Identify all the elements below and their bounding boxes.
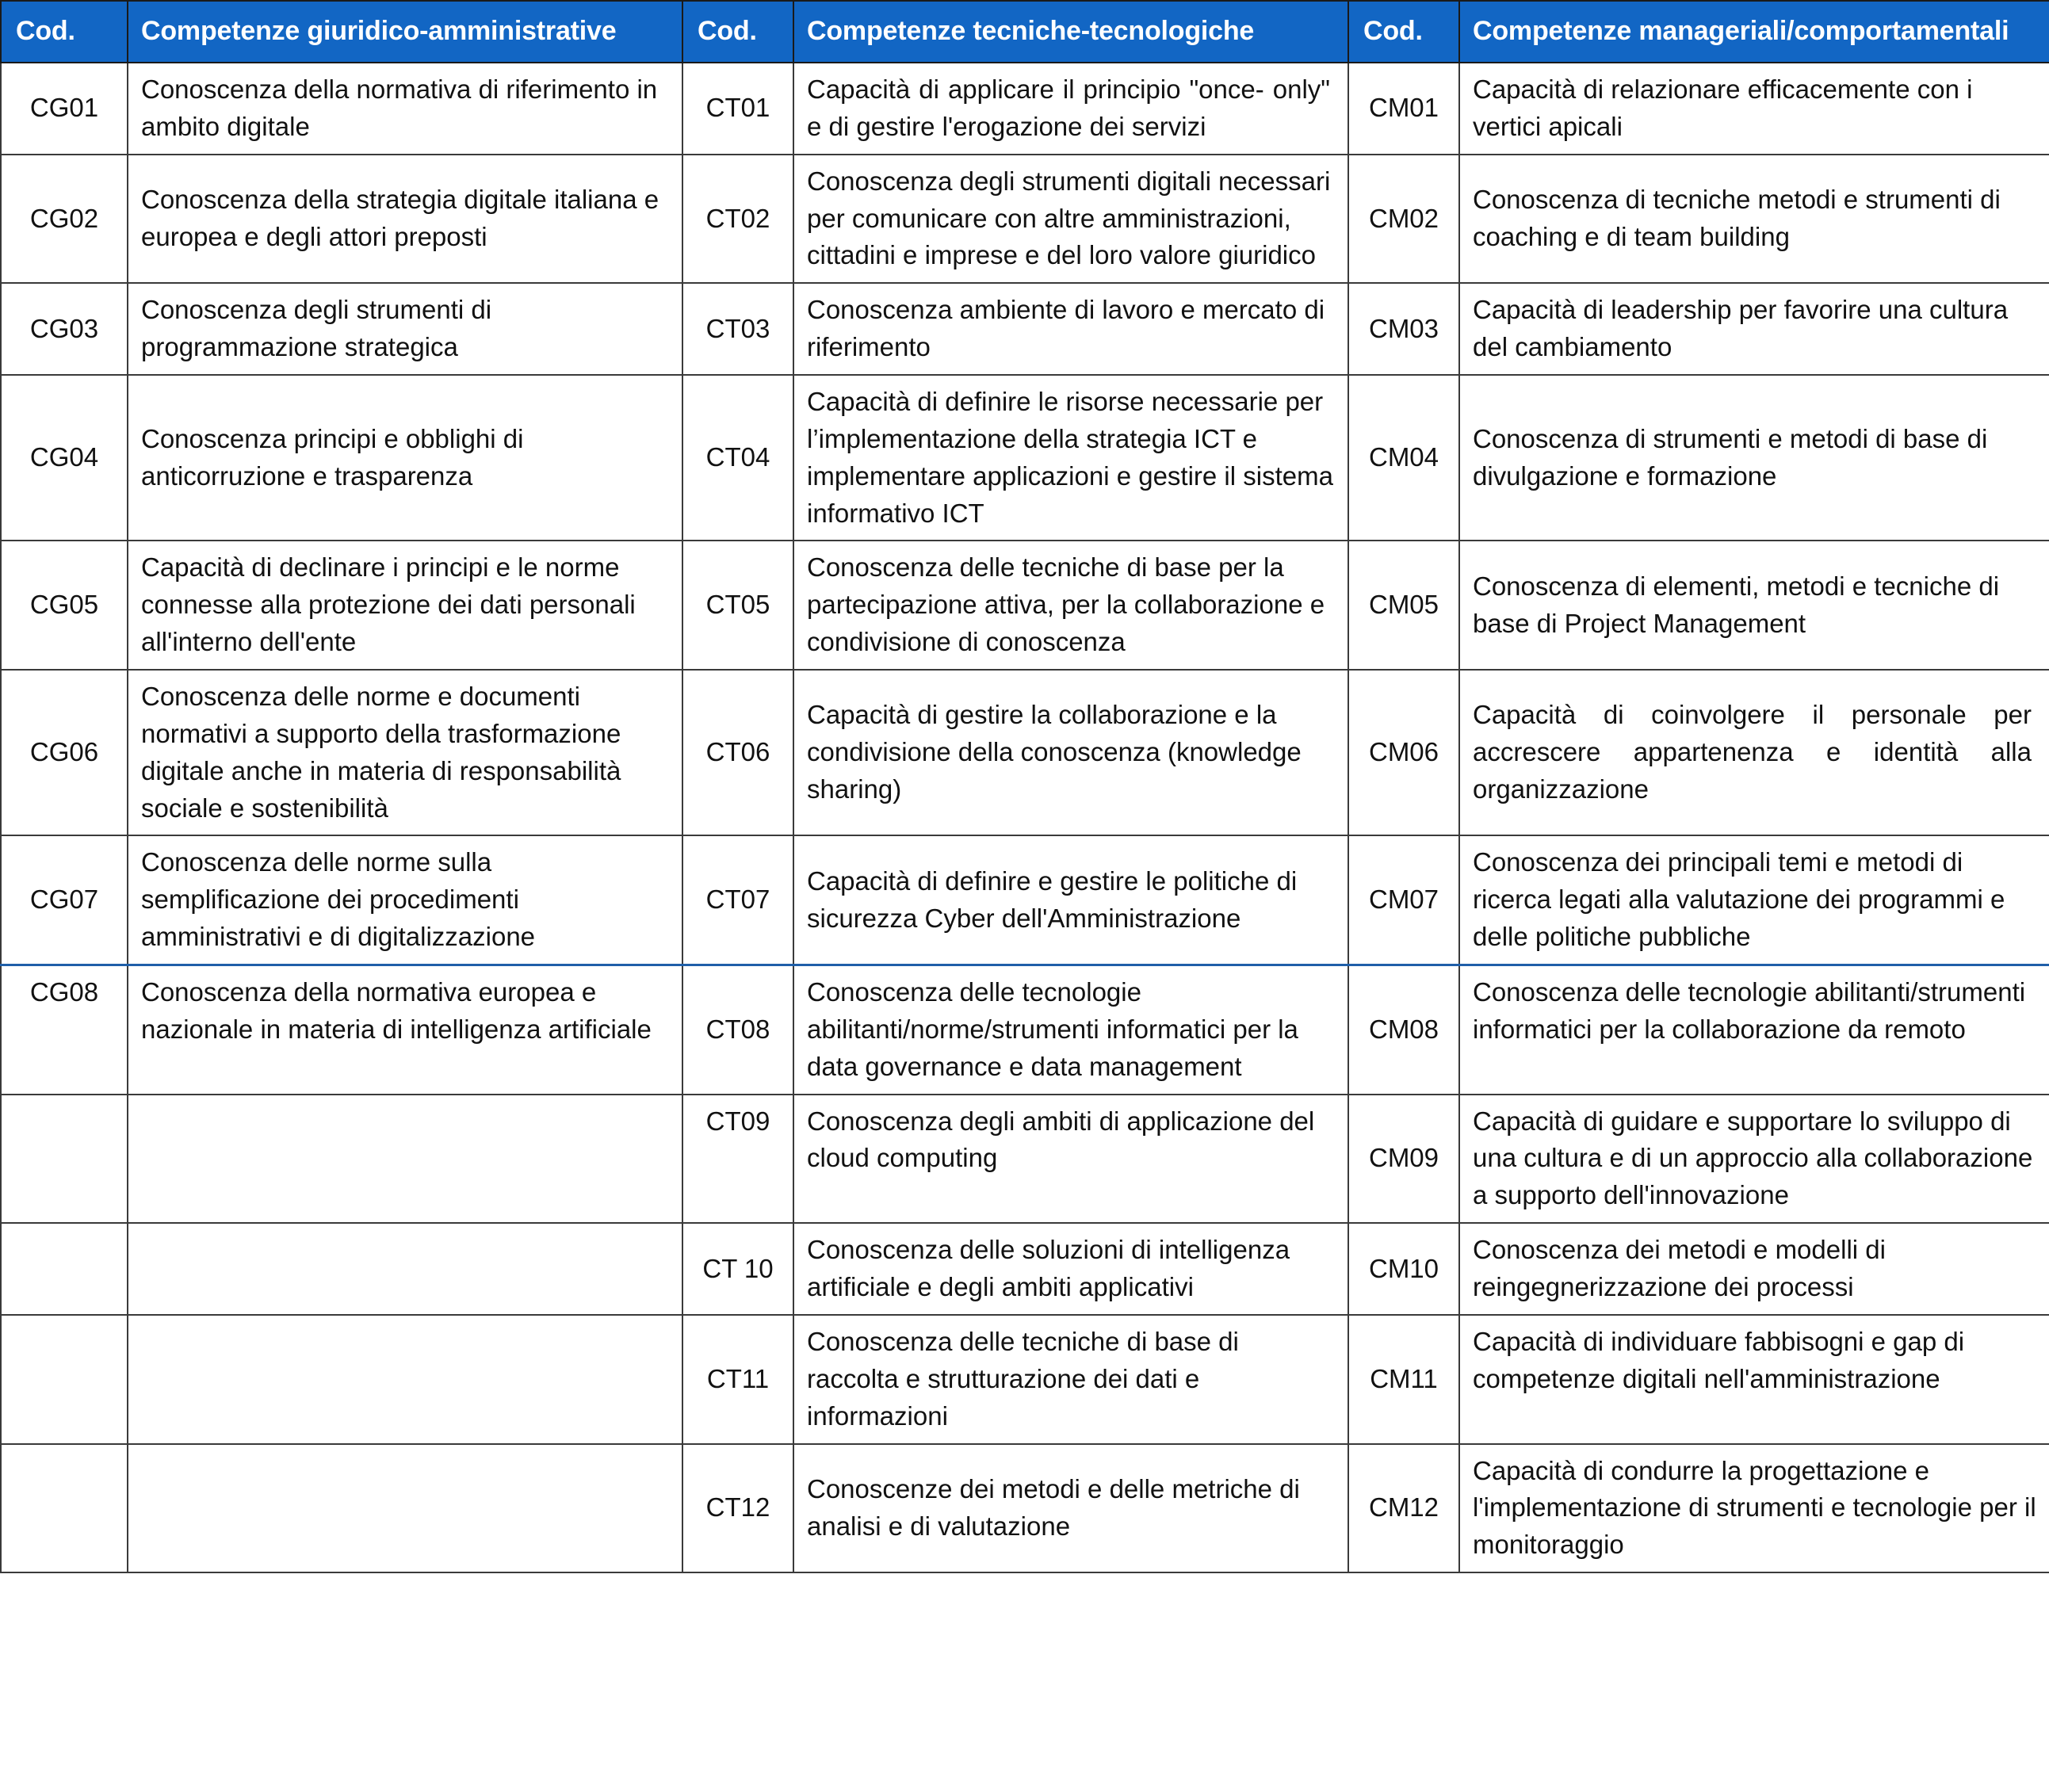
cell-code-cg bbox=[0, 1222, 128, 1316]
table-row: CG08 Conoscenza della normativa europea … bbox=[0, 964, 2049, 1095]
table-row: CG06 Conoscenza delle norme e documenti … bbox=[0, 669, 2049, 837]
cell-code-cm: CM07 bbox=[1348, 835, 1460, 966]
table-row: CG02 Conoscenza della strategia digitale… bbox=[0, 153, 2049, 285]
cell-desc-tecnico: Conoscenza delle soluzioni di intelligen… bbox=[793, 1222, 1349, 1316]
cell-desc-tecnico: Conoscenza delle tecniche di base di rac… bbox=[793, 1313, 1349, 1445]
cell-desc-giuridico bbox=[127, 1313, 683, 1445]
header-competenze-manageriali-comportamentali: Competenze manageriali/comportamentali bbox=[1458, 0, 2049, 63]
header-cod-manageriali: Cod. bbox=[1348, 0, 1460, 63]
cell-desc-giuridico: Conoscenza della normativa europea e naz… bbox=[127, 964, 683, 1095]
cell-desc-giuridico: Conoscenza principi e obblighi di antico… bbox=[127, 374, 683, 542]
cell-code-ct: CT06 bbox=[682, 669, 794, 837]
table-row: CG01 Conoscenza della normativa di rifer… bbox=[0, 62, 2049, 155]
cell-code-cg bbox=[0, 1442, 128, 1574]
cell-code-cm: CM02 bbox=[1348, 153, 1460, 285]
header-competenze-giuridico-amministrative: Competenze giuridico-amministrative bbox=[127, 0, 683, 63]
cell-code-ct: CT05 bbox=[682, 540, 794, 671]
cell-code-cg: CG05 bbox=[0, 540, 128, 671]
cell-desc-tecnico: Capacità di applicare il principio "once… bbox=[793, 62, 1349, 155]
cell-desc-tecnico: Capacità di gestire la collaborazione e … bbox=[793, 669, 1349, 837]
cell-desc-manageriale: Conoscenza di tecniche metodi e strument… bbox=[1458, 153, 2049, 285]
cell-code-cg bbox=[0, 1313, 128, 1445]
cell-code-cg: CG07 bbox=[0, 835, 128, 966]
cell-code-cm: CM08 bbox=[1348, 964, 1460, 1095]
cell-desc-tecnico: Conoscenza degli ambiti di applicazione … bbox=[793, 1093, 1349, 1225]
cell-desc-manageriale: Conoscenza delle tecnologie abilitanti/s… bbox=[1458, 964, 2049, 1095]
table-row: CT11 Conoscenza delle tecniche di base d… bbox=[0, 1313, 2049, 1445]
cell-code-cg: CG06 bbox=[0, 669, 128, 837]
table-header: Cod. Competenze giuridico-amministrative… bbox=[0, 0, 2049, 63]
cell-code-cm: CM06 bbox=[1348, 669, 1460, 837]
cell-code-ct: CT12 bbox=[682, 1442, 794, 1574]
competences-table: Cod. Competenze giuridico-amministrative… bbox=[0, 0, 2049, 1574]
cell-code-ct: CT03 bbox=[682, 282, 794, 376]
cell-code-cm: CM10 bbox=[1348, 1222, 1460, 1316]
cell-desc-tecnico: Conoscenza delle tecnologie abilitanti/n… bbox=[793, 964, 1349, 1095]
table-body: CG01 Conoscenza della normativa di rifer… bbox=[0, 62, 2049, 1574]
cell-desc-giuridico: Conoscenza della strategia digitale ital… bbox=[127, 153, 683, 285]
cell-desc-manageriale: Conoscenza di elementi, metodi e tecnich… bbox=[1458, 540, 2049, 671]
cell-code-cg: CG01 bbox=[0, 62, 128, 155]
cell-code-cg: CG08 bbox=[0, 964, 128, 1095]
cell-code-ct: CT11 bbox=[682, 1313, 794, 1445]
cell-code-ct: CT04 bbox=[682, 374, 794, 542]
cell-desc-tecnico: Conoscenza ambiente di lavoro e mercato … bbox=[793, 282, 1349, 376]
header-cod-tecniche: Cod. bbox=[682, 0, 794, 63]
cell-code-cg: CG02 bbox=[0, 153, 128, 285]
cell-code-cm: CM12 bbox=[1348, 1442, 1460, 1574]
cell-desc-manageriale: Capacità di leadership per favorire una … bbox=[1458, 282, 2049, 376]
cell-code-cm: CM11 bbox=[1348, 1313, 1460, 1445]
cell-desc-manageriale: Conoscenza dei principali temi e metodi … bbox=[1458, 835, 2049, 966]
cell-desc-manageriale: Conoscenza di strumenti e metodi di base… bbox=[1458, 374, 2049, 542]
cell-desc-manageriale: Conoscenza dei metodi e modelli di reing… bbox=[1458, 1222, 2049, 1316]
cell-desc-giuridico bbox=[127, 1093, 683, 1225]
cell-code-ct: CT01 bbox=[682, 62, 794, 155]
cell-code-ct: CT09 bbox=[682, 1093, 794, 1225]
cell-code-ct: CT08 bbox=[682, 964, 794, 1095]
cell-desc-giuridico: Conoscenza delle norme sulla semplificaz… bbox=[127, 835, 683, 966]
table-row: CG07 Conoscenza delle norme sulla sempli… bbox=[0, 835, 2049, 966]
cell-code-cg bbox=[0, 1093, 128, 1225]
cell-desc-manageriale: Capacità di condurre la progettazione e … bbox=[1458, 1442, 2049, 1574]
table-row: CT09 Conoscenza degli ambiti di applicaz… bbox=[0, 1093, 2049, 1225]
cell-desc-manageriale: Capacità di coinvolgere il personale per… bbox=[1458, 669, 2049, 837]
table-row: CG03 Conoscenza degli strumenti di progr… bbox=[0, 282, 2049, 376]
cell-code-cm: CM04 bbox=[1348, 374, 1460, 542]
table-row: CG04 Conoscenza principi e obblighi di a… bbox=[0, 374, 2049, 542]
cell-desc-manageriale: Capacità di relazionare efficacemente co… bbox=[1458, 62, 2049, 155]
cell-desc-tecnico: Conoscenza delle tecniche di base per la… bbox=[793, 540, 1349, 671]
header-row: Cod. Competenze giuridico-amministrative… bbox=[0, 0, 2049, 63]
cell-code-cg: CG04 bbox=[0, 374, 128, 542]
cell-desc-tecnico: Capacità di definire le risorse necessar… bbox=[793, 374, 1349, 542]
cell-desc-giuridico bbox=[127, 1442, 683, 1574]
cell-desc-manageriale: Capacità di individuare fabbisogni e gap… bbox=[1458, 1313, 2049, 1445]
cell-desc-giuridico: Conoscenza della normativa di riferiment… bbox=[127, 62, 683, 155]
table-row: CT 10 Conoscenza delle soluzioni di inte… bbox=[0, 1222, 2049, 1316]
cell-desc-giuridico: Conoscenza degli strumenti di programmaz… bbox=[127, 282, 683, 376]
header-competenze-tecniche-tecnologiche: Competenze tecniche-tecnologiche bbox=[793, 0, 1349, 63]
cell-code-cm: CM05 bbox=[1348, 540, 1460, 671]
cell-code-ct: CT02 bbox=[682, 153, 794, 285]
header-cod-giuridico: Cod. bbox=[0, 0, 128, 63]
cell-code-cm: CM09 bbox=[1348, 1093, 1460, 1225]
cell-desc-giuridico: Capacità di declinare i principi e le no… bbox=[127, 540, 683, 671]
cell-desc-giuridico bbox=[127, 1222, 683, 1316]
cell-code-ct: CT 10 bbox=[682, 1222, 794, 1316]
cell-code-cm: CM01 bbox=[1348, 62, 1460, 155]
cell-desc-tecnico: Conoscenza degli strumenti digitali nece… bbox=[793, 153, 1349, 285]
cell-desc-tecnico: Conoscenze dei metodi e delle metriche d… bbox=[793, 1442, 1349, 1574]
cell-code-cg: CG03 bbox=[0, 282, 128, 376]
table-row: CT12 Conoscenze dei metodi e delle metri… bbox=[0, 1442, 2049, 1574]
cell-code-cm: CM03 bbox=[1348, 282, 1460, 376]
cell-desc-manageriale: Capacità di guidare e supportare lo svil… bbox=[1458, 1093, 2049, 1225]
cell-code-ct: CT07 bbox=[682, 835, 794, 966]
table-row: CG05 Capacità di declinare i principi e … bbox=[0, 540, 2049, 671]
cell-desc-tecnico: Capacità di definire e gestire le politi… bbox=[793, 835, 1349, 966]
cell-desc-giuridico: Conoscenza delle norme e documenti norma… bbox=[127, 669, 683, 837]
